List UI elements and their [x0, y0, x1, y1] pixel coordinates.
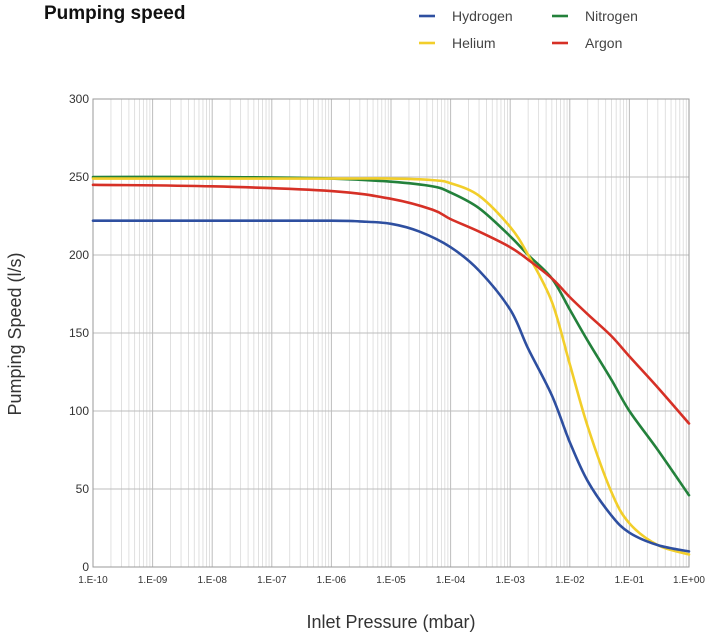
y-tick-label: 300: [69, 92, 89, 106]
x-tick-label: 1.E-09: [138, 575, 168, 586]
x-tick-label: 1.E-05: [376, 575, 406, 586]
legend-item-nitrogen: Nitrogen: [552, 8, 638, 24]
legend-item-argon: Argon: [552, 35, 622, 51]
plot-frame: [92, 98, 690, 568]
x-axis-title: Inlet Pressure (mbar): [306, 612, 475, 632]
legend-label: Nitrogen: [585, 8, 638, 24]
series-line-helium: [91, 177, 691, 556]
legend: Hydrogen Helium Nitrogen Argon: [419, 8, 638, 51]
legend-item-helium: Helium: [419, 35, 496, 51]
legend-label: Argon: [585, 35, 622, 51]
x-tick-label: 1.E-10: [78, 575, 108, 586]
grid-major: [92, 98, 690, 568]
chart-title: Pumping speed: [44, 3, 185, 24]
x-tick-label: 1.E-06: [317, 575, 347, 586]
x-tick-label: 1.E+00: [673, 575, 705, 586]
series-lines: [91, 175, 691, 556]
plot-area-border: [92, 98, 690, 568]
x-axis-ticks: 1.E-10 1.E-09 1.E-08 1.E-07 1.E-06 1.E-05 1.E-…: [78, 575, 705, 586]
series-line-argon: [91, 183, 691, 425]
y-tick-label: 100: [69, 404, 89, 418]
series-line-hydrogen: [91, 219, 691, 553]
x-tick-label: 1.E-03: [495, 575, 525, 586]
y-axis-title: Pumping Speed (l/s): [5, 252, 25, 415]
y-tick-label: 0: [82, 560, 89, 574]
legend-label: Hydrogen: [452, 8, 513, 24]
y-tick-label: 200: [69, 248, 89, 262]
x-tick-label: 1.E-08: [197, 575, 227, 586]
x-tick-label: 1.E-07: [257, 575, 287, 586]
y-tick-label: 250: [69, 170, 89, 184]
x-tick-label: 1.E-02: [555, 575, 585, 586]
y-tick-label: 150: [69, 326, 89, 340]
legend-item-hydrogen: Hydrogen: [419, 8, 513, 24]
y-tick-label: 50: [76, 482, 90, 496]
y-axis-ticks: 0 50 100 150 200 250 300: [69, 92, 89, 574]
legend-label: Helium: [452, 35, 496, 51]
x-tick-label: 1.E-04: [436, 575, 466, 586]
x-tick-label: 1.E-01: [615, 575, 645, 586]
